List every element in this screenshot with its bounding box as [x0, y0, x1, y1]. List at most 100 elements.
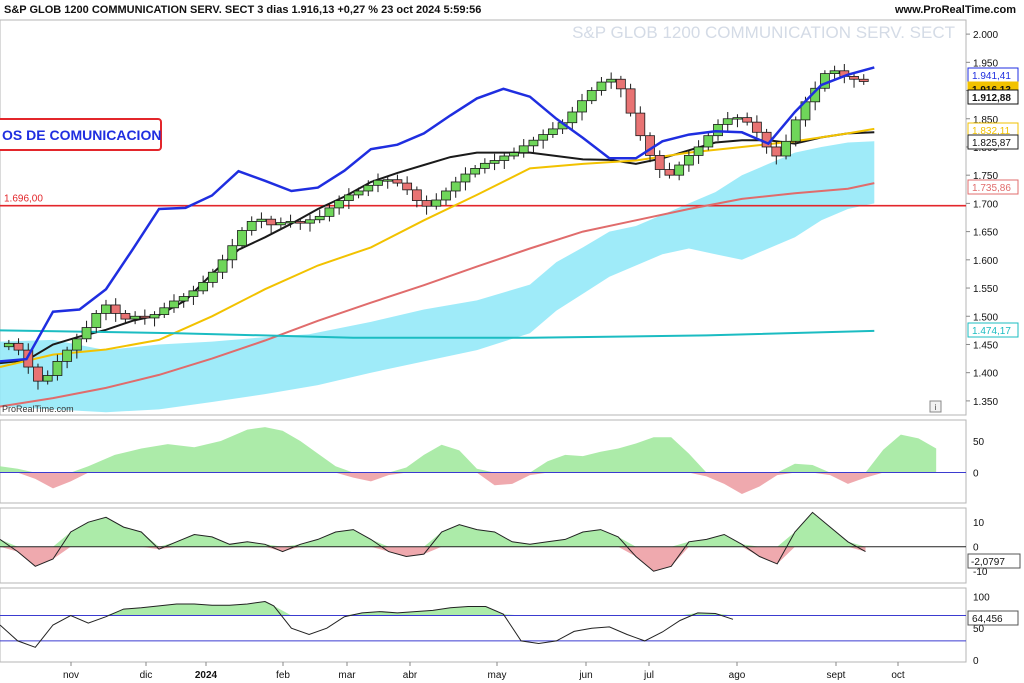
candle	[635, 106, 646, 141]
candle	[509, 147, 519, 160]
candle	[188, 285, 199, 305]
candle	[625, 83, 636, 117]
price-panel: 2.0001.9501.9001.8501.8001.7501.7001.650…	[0, 30, 998, 413]
candle	[441, 187, 451, 206]
candle	[479, 158, 490, 174]
svg-text:1.474,17: 1.474,17	[972, 326, 1011, 337]
candle	[411, 186, 422, 208]
moving-average-line-4	[0, 182, 875, 408]
indicator2-tick-label: -10	[973, 567, 988, 578]
price-tick-label: 2.000	[973, 30, 998, 41]
candle	[237, 227, 247, 250]
indicator3-line	[0, 600, 734, 648]
candle	[518, 139, 529, 158]
candle	[849, 73, 859, 88]
candle	[858, 74, 869, 85]
candle	[703, 132, 714, 151]
source-link[interactable]: www.ProRealTime.com	[894, 4, 1016, 16]
candle	[33, 363, 43, 390]
candle	[285, 214, 296, 228]
price-tick-label: 1.950	[973, 58, 998, 69]
candle	[693, 140, 704, 164]
candle	[91, 310, 102, 333]
candle	[577, 93, 587, 121]
x-axis: nov dic 2024 feb mar abr may jun jul ago sept oct	[63, 662, 905, 681]
price-value-tag: 1.825,87	[967, 134, 1019, 150]
candle	[421, 195, 432, 215]
indicator2-positive-area	[0, 512, 866, 547]
candle	[499, 152, 510, 169]
candle	[227, 238, 238, 269]
svg-text:64,456: 64,456	[972, 614, 1003, 625]
candle	[538, 129, 549, 149]
candle	[547, 122, 558, 138]
x-tick-label: oct	[891, 670, 905, 681]
indicator-panel-2: 10 0 -10-2,0797	[0, 511, 1021, 578]
indicator-panel-1: 50 0	[0, 427, 985, 494]
value-tags: 1.941,411.916,131.912,881.832,111.825,87…	[967, 67, 1019, 338]
svg-text:-2,0797: -2,0797	[971, 557, 1005, 568]
indicator3-tick-label: 0	[973, 656, 979, 667]
candle	[334, 195, 345, 215]
price-tick-label: 1.650	[973, 228, 998, 239]
svg-text:1.941,41: 1.941,41	[972, 71, 1011, 82]
candle	[382, 176, 393, 189]
svg-text:1.735,86: 1.735,86	[972, 183, 1011, 194]
x-tick-label: jun	[578, 670, 592, 681]
x-tick-label: feb	[276, 670, 290, 681]
price-tick-label: 1.350	[973, 397, 998, 408]
x-tick-label: mar	[338, 670, 356, 681]
svg-text:1.825,87: 1.825,87	[972, 138, 1011, 149]
x-tick-label: ago	[729, 670, 746, 681]
annotation-text: OS DE COMUNICACION	[2, 127, 161, 143]
indicator2-tick-label: 0	[973, 543, 979, 554]
candle	[198, 275, 209, 295]
candle	[751, 115, 762, 138]
indicator3-tick-label: 50	[973, 624, 985, 635]
candle	[101, 299, 111, 321]
x-tick-label: 2024	[195, 670, 218, 681]
candle	[819, 70, 830, 92]
indicator2-value-tag: -2,0797	[967, 553, 1021, 569]
candle	[246, 216, 257, 236]
indicator1-positive-area	[0, 427, 937, 473]
x-tick-label: jul	[643, 670, 654, 681]
x-tick-label: abr	[403, 670, 418, 681]
price-value-tag: 1.474,17	[967, 322, 1019, 338]
price-value-tag: 1.941,41	[967, 67, 1019, 83]
candle	[120, 310, 131, 323]
moving-average-line-3	[0, 127, 875, 368]
candle	[275, 217, 286, 229]
candle	[528, 136, 539, 153]
candle	[402, 176, 413, 195]
price-tick-label: 1.750	[973, 171, 998, 182]
candle	[781, 134, 791, 160]
candle	[664, 162, 675, 179]
chart-title: S&P GLOB 1200 COMMUNICATION SERV. SECT 3…	[4, 4, 482, 16]
candle	[722, 111, 733, 132]
indicator2-negative-area	[0, 546, 866, 572]
x-tick-label: dic	[140, 670, 153, 681]
candle	[470, 165, 481, 178]
candle	[596, 76, 607, 96]
candle	[42, 370, 53, 385]
candle	[139, 309, 150, 325]
indicator3-value-tag: 64,456	[967, 610, 1019, 626]
candle	[586, 87, 597, 105]
indicator2-frame	[0, 507, 967, 584]
candle	[683, 150, 694, 172]
candle	[732, 114, 743, 128]
candle	[771, 141, 782, 165]
candle	[81, 320, 92, 343]
candle	[567, 106, 578, 130]
price-panel-frame	[0, 19, 967, 416]
indicator3-tick-label: 100	[973, 592, 990, 603]
credit-label: ProRealTime.com	[2, 404, 74, 414]
price-tick-label: 1.700	[973, 199, 998, 210]
info-icon[interactable]	[929, 400, 942, 413]
candle	[149, 311, 160, 327]
indicator2-line	[0, 511, 866, 572]
candle	[324, 204, 335, 222]
price-value-tag: 1.912,88	[967, 89, 1019, 105]
